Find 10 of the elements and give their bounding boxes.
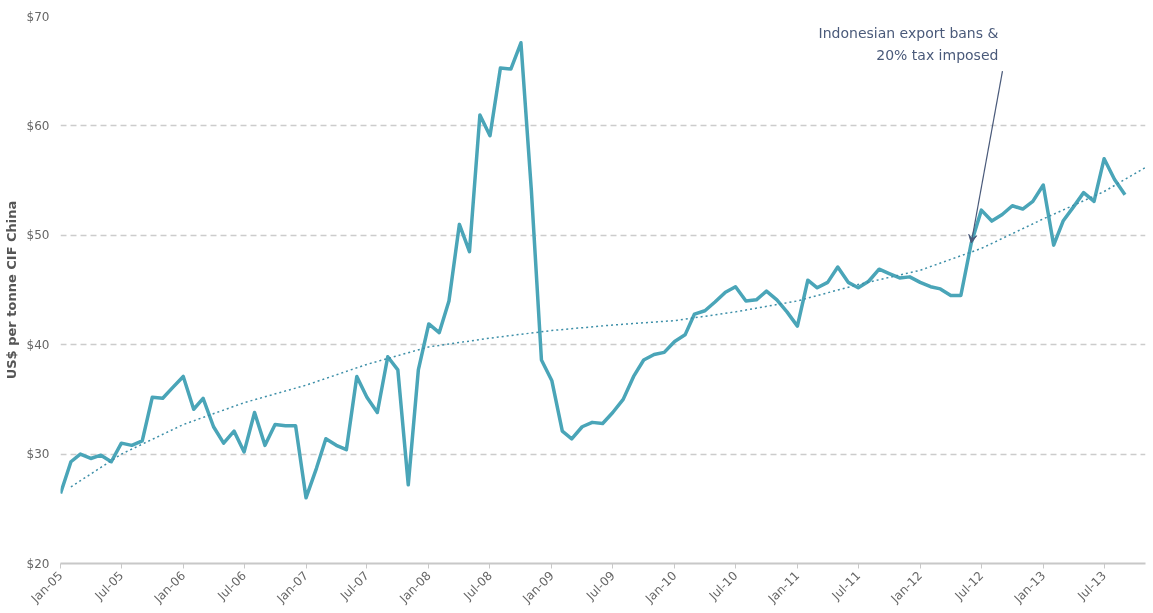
y-tick-label: $50	[26, 228, 50, 243]
y-axis-title: US$ per tonne CIF China	[3, 200, 19, 380]
y-tick-label: $20	[26, 556, 50, 571]
line-series	[60, 41, 1127, 500]
y-tick-label: $30	[26, 447, 50, 462]
y-tick-label: $70	[26, 9, 50, 24]
y-tick-label: $40	[26, 337, 50, 352]
annotation: Indonesian export bans & 20% tax imposed	[818, 24, 999, 64]
line-series	[70, 166, 1146, 488]
y-tick-label: $60	[26, 118, 50, 133]
